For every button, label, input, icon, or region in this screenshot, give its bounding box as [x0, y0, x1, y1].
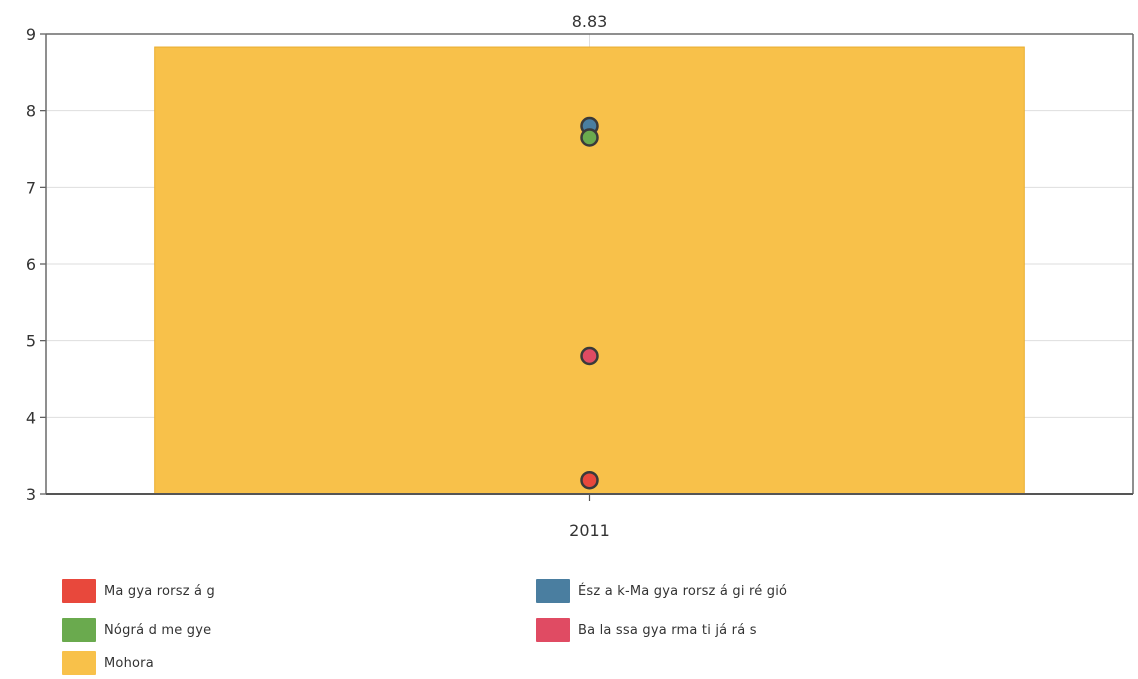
legend-item-balassagyarmati-jaras[interactable]: Ba la ssa gya rma ti já rá s	[536, 618, 757, 642]
y-tick-label-8: 8	[26, 102, 36, 121]
point-balassagyarmati-járás-2011	[580, 346, 599, 366]
legend-swatch-eszak-magyarorszagi-regio	[536, 579, 570, 603]
legend-item-mohora[interactable]: Mohora	[62, 651, 154, 675]
y-tick-label-9: 9	[26, 25, 36, 44]
legend-label-magyarorszag: Ma gya rorsz á g	[104, 583, 215, 599]
legend-swatch-balassagyarmati-jaras	[536, 618, 570, 642]
legend-swatch-mohora	[62, 651, 96, 675]
legend-item-nograd-megye[interactable]: Nógrá d me gye	[62, 618, 211, 642]
legend-label-mohora: Mohora	[104, 655, 154, 671]
point-magyarország-2011	[580, 470, 599, 490]
y-tick-label-3: 3	[26, 485, 36, 504]
legend-swatch-magyarorszag	[62, 579, 96, 603]
bar-mohora-2011	[154, 46, 1025, 495]
legend-item-eszak-magyarorszagi-regio[interactable]: Ész a k-Ma gya rorsz á gi ré gió	[536, 579, 787, 603]
data-label-mohora: 8.83	[572, 12, 608, 31]
legend-item-magyarorszag[interactable]: Ma gya rorsz á g	[62, 579, 215, 603]
y-tick-label-7: 7	[26, 178, 36, 197]
legend-label-balassagyarmati-jaras: Ba la ssa gya rma ti já rá s	[578, 622, 757, 638]
point-nógrád-megye-2011	[580, 128, 599, 147]
legend-label-nograd-megye: Nógrá d me gye	[104, 622, 212, 638]
y-tick-label-5: 5	[26, 332, 36, 351]
legend-label-eszak-magyarorszagi-regio: Ész a k-Ma gya rorsz á gi ré gió	[578, 583, 788, 599]
legend-swatch-nograd-megye	[62, 618, 96, 642]
y-tick-label-4: 4	[26, 408, 36, 427]
x-tick-label-2011: 2011	[569, 521, 610, 540]
y-tick-label-6: 6	[26, 255, 36, 274]
